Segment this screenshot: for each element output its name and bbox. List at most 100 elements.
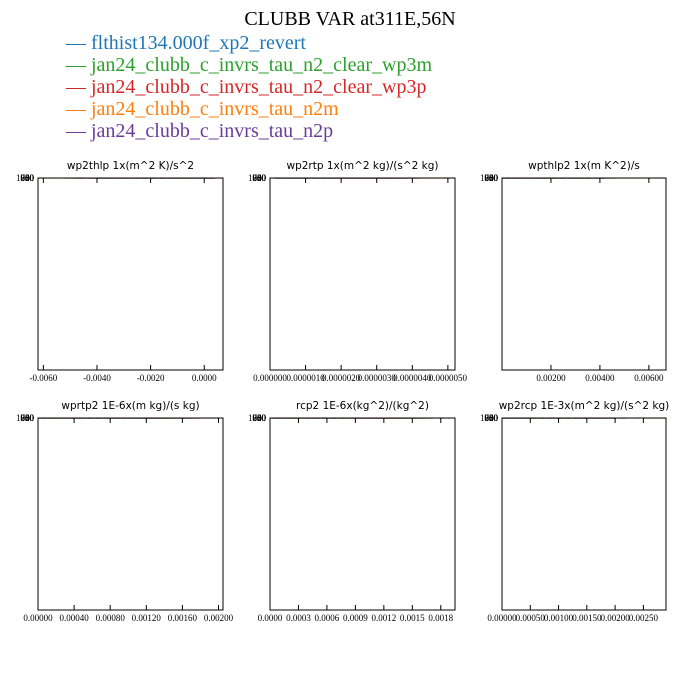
panel-5: rcp2 1E-6x(kg^2)/(kg^2) 76080084088092096… xyxy=(248,400,456,623)
panel-title-2: wp2rtp 1x(m^2 kg)/(s^2 kg) xyxy=(286,160,438,172)
legend-dash-5: — xyxy=(66,120,91,142)
y-tick-label: 840 xyxy=(253,173,267,183)
y-tick-label: 840 xyxy=(485,173,499,183)
y-tick-label: 840 xyxy=(21,413,35,423)
y-tick-label: 920 xyxy=(21,173,35,183)
panel-1: wp2thlp 1x(m^2 K)/s^2 7608008408809209601… xyxy=(16,160,224,383)
x-tick-label: 0.0018 xyxy=(428,613,453,623)
y-tick-label: 1000 xyxy=(248,413,267,423)
y-tick-label: 800 xyxy=(21,413,35,423)
y-tick-label: 1000 xyxy=(480,413,499,423)
y-tick-label: 960 xyxy=(253,413,267,423)
panel-2: wp2rtp 1x(m^2 kg)/(s^2 kg) 76080084088092… xyxy=(248,160,468,383)
y-tick-label: 760 xyxy=(485,413,499,423)
y-tick-label: 920 xyxy=(485,413,499,423)
x-tick-label: 0.00400 xyxy=(585,373,615,383)
legend-dash-4: — xyxy=(66,98,91,120)
x-tick-label: 0.0000 xyxy=(192,373,217,383)
panel-4: wprtp2 1E-6x(m kg)/(s kg) 760800840880920… xyxy=(16,400,234,623)
x-tick-label: 0.00160 xyxy=(168,613,198,623)
panel-title-5: rcp2 1E-6x(kg^2)/(kg^2) xyxy=(296,400,429,412)
y-tick-label: 960 xyxy=(485,413,499,423)
y-tick-label: 840 xyxy=(253,413,267,423)
panel-6: wp2rcp 1E-3x(m^2 kg)/(s^2 kg)76080084088… xyxy=(480,400,669,623)
y-tick-label: 920 xyxy=(253,413,267,423)
x-tick-label: 0.0009 xyxy=(343,613,368,623)
x-tick-label: 0.0012 xyxy=(371,613,396,623)
panel-title-3: wpthlp2 1x(m K^2)/s xyxy=(528,160,640,172)
legend-label-5: jan24_clubb_c_invrs_tau_n2p xyxy=(91,120,334,142)
x-tick-label: 0.000000 xyxy=(253,373,287,383)
x-tick-label: 0.00100 xyxy=(544,613,574,623)
x-tick-label: -0.0040 xyxy=(83,373,111,383)
legend-entry-5: — jan24_clubb_c_invrs_tau_n2p xyxy=(66,120,432,142)
x-tick-label: 0.00600 xyxy=(634,373,664,383)
panel-title-1: wp2thlp 1x(m^2 K)/s^2 xyxy=(67,160,194,172)
x-tick-label: 0.0000050 xyxy=(429,373,468,383)
legend-label-1: flthist134.000f_xp2_revert xyxy=(91,32,306,54)
x-tick-label: 0.00120 xyxy=(132,613,162,623)
x-tick-label: 0.00000 xyxy=(23,613,53,623)
y-tick-label: 1000 xyxy=(480,173,499,183)
legend-entry-3: — jan24_clubb_c_invrs_tau_n2_clear_wp3p xyxy=(66,76,432,98)
x-tick-label: 0.00200 xyxy=(204,613,234,623)
x-tick-label: 0.0000 xyxy=(258,613,283,623)
y-tick-label: 1000 xyxy=(16,413,35,423)
y-tick-label: 840 xyxy=(485,413,499,423)
y-tick-label: 880 xyxy=(485,173,499,183)
x-tick-label: -0.0020 xyxy=(137,373,165,383)
y-tick-label: 880 xyxy=(21,413,35,423)
y-tick-label: 960 xyxy=(485,173,499,183)
y-tick-label: 880 xyxy=(253,173,267,183)
plot-frame xyxy=(37,177,224,371)
plot-frame xyxy=(269,417,456,611)
plot-frame xyxy=(269,177,456,371)
y-tick-label: 760 xyxy=(21,173,35,183)
y-tick-label: 800 xyxy=(485,173,499,183)
y-tick-label: 880 xyxy=(21,173,35,183)
x-tick-label: 0.00050 xyxy=(516,613,546,623)
y-tick-label: 880 xyxy=(485,413,499,423)
y-tick-label: 920 xyxy=(253,173,267,183)
y-tick-label: 1000 xyxy=(248,173,267,183)
x-tick-label: 0.00040 xyxy=(59,613,89,623)
x-tick-label: -0.0060 xyxy=(29,373,57,383)
legend-label-4: jan24_clubb_c_invrs_tau_n2m xyxy=(91,98,339,120)
legend-entry-2: — jan24_clubb_c_invrs_tau_n2_clear_wp3m xyxy=(66,54,432,76)
y-tick-label: 800 xyxy=(21,173,35,183)
y-tick-label: 880 xyxy=(253,413,267,423)
x-tick-label: 0.00200 xyxy=(600,613,630,623)
y-tick-label: 800 xyxy=(253,173,267,183)
y-tick-label: 920 xyxy=(485,173,499,183)
y-tick-label: 760 xyxy=(253,173,267,183)
legend-dash-2: — xyxy=(66,54,91,76)
x-tick-label: 0.00250 xyxy=(629,613,659,623)
legend: — flthist134.000f_xp2_revert — jan24_clu… xyxy=(66,32,432,142)
y-tick-label: 960 xyxy=(21,413,35,423)
legend-dash-1: — xyxy=(66,32,91,54)
y-tick-label: 960 xyxy=(253,173,267,183)
x-tick-label: 0.00200 xyxy=(536,373,566,383)
y-tick-label: 960 xyxy=(21,173,35,183)
x-tick-label: 0.0000020 xyxy=(322,373,361,383)
x-tick-label: 0.0003 xyxy=(286,613,311,623)
y-tick-label: 1000 xyxy=(16,173,35,183)
x-tick-label: 0.00150 xyxy=(572,613,602,623)
x-tick-label: 0.0015 xyxy=(400,613,425,623)
legend-entry-4: — jan24_clubb_c_invrs_tau_n2m xyxy=(66,98,432,120)
x-tick-label: 0.00000 xyxy=(487,613,517,623)
y-tick-label: 760 xyxy=(485,173,499,183)
plot-frame xyxy=(501,417,667,611)
y-tick-label: 840 xyxy=(21,173,35,183)
x-tick-label: 0.0000010 xyxy=(286,373,325,383)
panel-title-6: wp2rcp 1E-3x(m^2 kg)/(s^2 kg) xyxy=(499,400,670,412)
y-tick-label: 800 xyxy=(485,413,499,423)
x-tick-label: 0.0006 xyxy=(315,613,340,623)
x-tick-label: 0.0000030 xyxy=(358,373,397,383)
chart-title: CLUBB VAR at311E,56N xyxy=(244,8,456,30)
legend-entry-1: — flthist134.000f_xp2_revert xyxy=(66,32,432,54)
legend-dash-3: — xyxy=(66,76,91,98)
y-tick-label: 760 xyxy=(21,413,35,423)
plot-frame xyxy=(501,177,667,371)
